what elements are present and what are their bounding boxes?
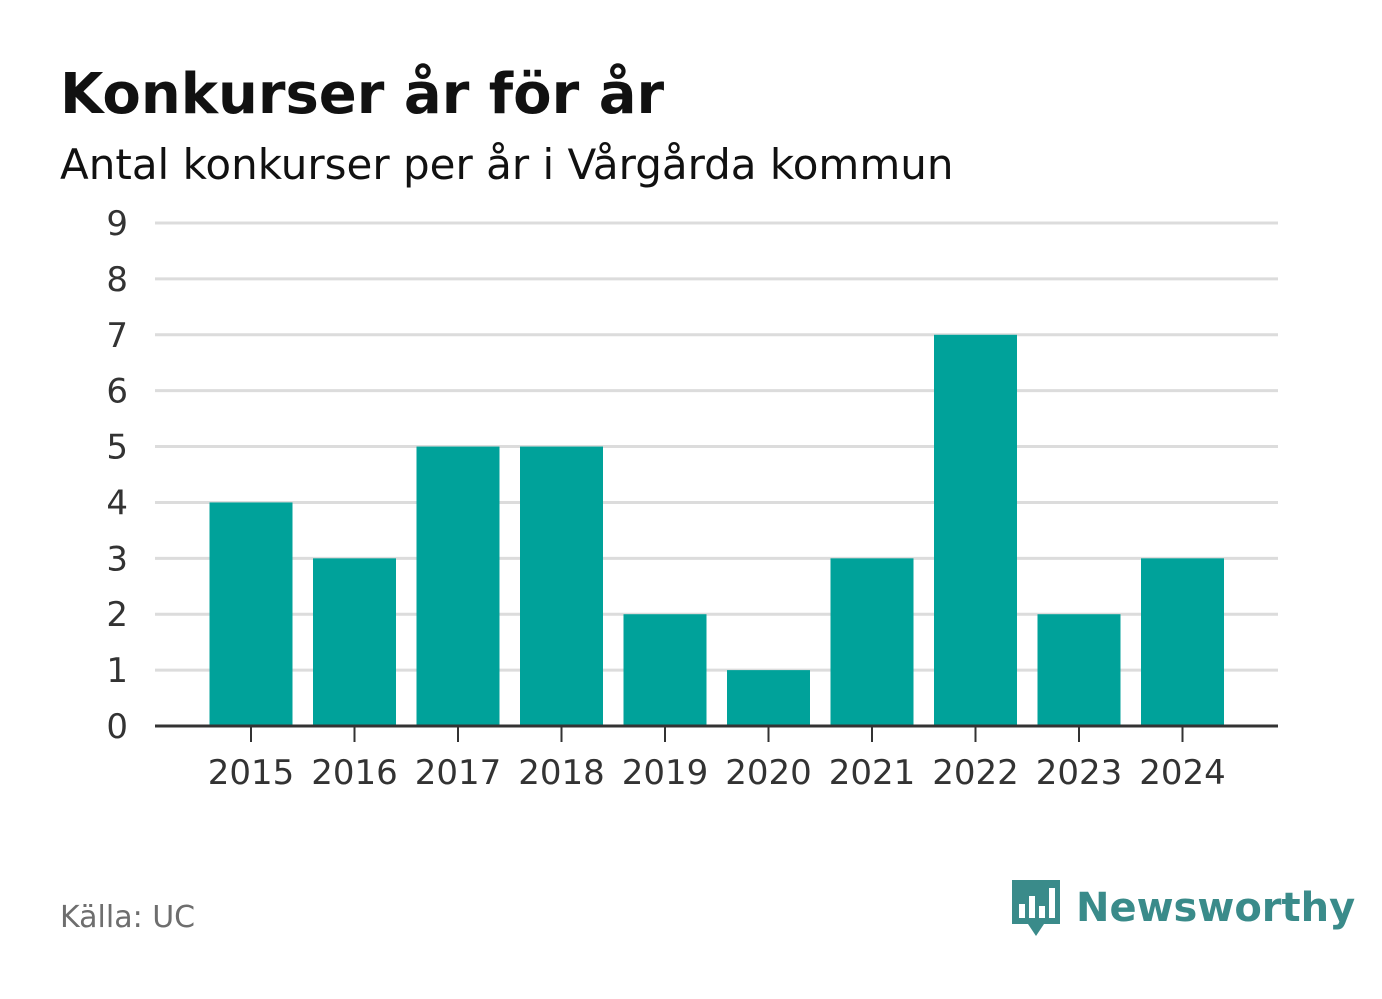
brand-logo: Newsworthy [1010,878,1355,938]
brand-name: Newsworthy [1076,885,1356,931]
bar-2019 [623,614,707,726]
y-tick-label: 9 [106,204,128,244]
y-tick-label: 3 [106,539,128,579]
bar-2020 [727,670,810,726]
x-tick-label: 2023 [1036,753,1123,793]
x-tick-label: 2020 [725,753,812,793]
x-tick-label: 2022 [932,753,1019,793]
y-tick-label: 2 [106,595,128,635]
bar-2024 [1141,558,1224,726]
bar-2015 [209,502,293,726]
chart-title: Konkurser år för år [60,62,665,127]
x-tick-label: 2017 [415,753,502,793]
bar-2023 [1037,614,1121,726]
x-tick-label: 2019 [622,753,709,793]
x-tick-label: 2021 [829,753,916,793]
x-tick-label: 2018 [518,753,605,793]
y-tick-label: 4 [106,483,128,523]
y-tick-label: 0 [106,707,128,747]
source-label: Källa: UC [60,900,196,935]
bar-chart-speech-bubble-icon [1012,880,1060,936]
y-tick-label: 1 [106,651,128,691]
y-tick-label: 8 [106,260,128,300]
x-tick-label: 2015 [208,753,295,793]
x-axis [155,724,1278,742]
x-tick-label: 2016 [311,753,398,793]
x-axis-ticks: 2015 2016 2017 2018 2019 2020 2021 2022 2023 2024 [208,753,1226,793]
bar-2022 [934,334,1017,726]
bar-2021 [830,558,914,726]
y-tick-label: 7 [106,316,128,356]
y-axis-ticks: 0 1 2 3 4 5 6 7 8 9 [106,204,128,747]
bar-2018 [520,446,603,726]
y-tick-label: 5 [106,428,128,468]
bar-2016 [313,558,396,726]
grid-lines [155,221,1278,672]
bars [209,334,1224,726]
x-tick-label: 2024 [1139,753,1226,793]
chart-subtitle: Antal konkurser per år i Vårgårda kommun [60,140,954,189]
y-tick-label: 6 [106,372,128,412]
bar-2017 [416,446,500,726]
